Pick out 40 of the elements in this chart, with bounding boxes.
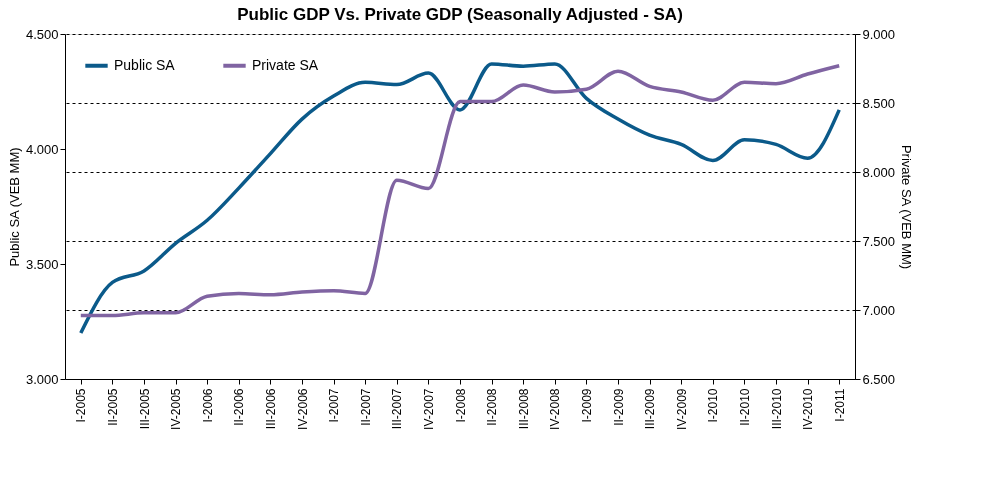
x-tick-label: III-2009 [643,388,658,430]
chart-title: Public GDP Vs. Private GDP (Seasonally Adjusted - SA) [237,5,683,24]
y2-tick-label: 8.500 [862,95,896,111]
y-tick-label: 3.500 [25,256,59,272]
x-tick-label: I-2011 [832,388,847,422]
legend-label: Private SA [252,56,319,73]
x-tick-label: III-2007 [390,388,405,430]
y2-tick-label: 8.000 [862,164,896,180]
x-tick-label: III-2008 [516,388,531,430]
x-tick-label: IV-2007 [421,388,436,430]
x-tick-label: I-2006 [200,388,215,423]
y2-axis-title: Private SA (VEB MM) [899,144,915,270]
x-tick-label: IV-2005 [169,388,184,430]
y2-tick-label: 6.500 [862,371,896,387]
x-tick-label: I-2005 [74,388,89,423]
y-axis-title: Public SA (VEB MM) [6,147,22,267]
x-tick-label: II-2008 [485,388,500,426]
y-tick-label: 4.500 [25,26,59,42]
legend-label: Public SA [114,56,176,73]
x-tick-label: IV-2006 [295,388,310,430]
y2-tick-label: 9.000 [862,26,896,42]
x-tick-label: I-2010 [706,388,721,423]
x-tick-label: I-2007 [327,388,342,423]
x-tick-label: II-2005 [105,388,120,426]
x-tick-label: IV-2008 [548,388,563,430]
y2-tick-label: 7.000 [862,302,896,318]
x-tick-label: I-2009 [579,388,594,423]
x-tick-label: IV-2009 [674,388,689,430]
x-tick-label: III-2010 [769,388,784,430]
x-tick-label: II-2010 [737,388,752,426]
x-tick-label: II-2007 [358,388,373,426]
y-tick-label: 4.000 [25,141,59,157]
y2-tick-label: 7.500 [862,233,896,249]
y-tick-label: 3.000 [25,371,59,387]
x-tick-label: I-2008 [453,388,468,423]
x-tick-label: III-2006 [263,388,278,430]
x-tick-label: IV-2010 [801,388,816,430]
x-tick-label: II-2009 [611,388,626,426]
x-tick-label: III-2005 [137,388,152,430]
x-tick-label: II-2006 [232,388,247,426]
